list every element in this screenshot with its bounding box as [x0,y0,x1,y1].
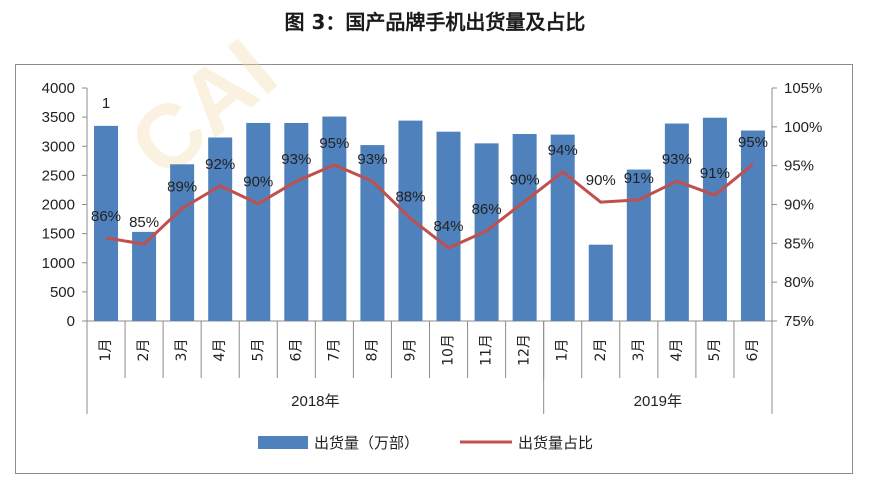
y-left-tick-label: 1000 [42,255,75,272]
bar [246,122,271,321]
legend-bar-label: 出货量（万部） [314,434,419,452]
x-category-label: 4月 [212,339,228,362]
bar [512,134,537,321]
y-left-tick-label: 3000 [42,138,75,155]
line-data-label: 86% [472,201,502,218]
line-data-label: 86% [91,208,121,225]
x-category-label: 3月 [631,339,647,362]
line-data-label: 91% [624,170,654,187]
y-right-tick-label: 95% [784,158,814,175]
x-category-label: 2月 [593,339,609,362]
x-category-label: 5月 [707,339,723,362]
x-category-label: 6月 [745,339,761,362]
bar [588,244,613,321]
y-left-tick-label: 1500 [42,226,75,243]
x-category-label: 7月 [326,339,342,362]
line-data-label: 93% [281,151,311,168]
x-category-label: 9月 [402,339,418,362]
chart-title: 图 3：国产品牌手机出货量及占比 [284,10,586,34]
x-category-label: 1月 [98,339,114,362]
x-category-label: 6月 [288,339,304,362]
x-category-label: 8月 [364,339,380,362]
bar [398,120,423,322]
x-group-label: 2019年 [634,393,682,410]
bar [360,145,385,321]
bar [436,131,461,321]
bar [740,130,765,321]
line-data-label: 91% [700,165,730,182]
x-category-label: 5月 [250,339,266,362]
line-data-label: 90% [586,172,616,189]
bar [94,125,119,321]
x-category-label: 10月 [441,334,457,366]
bar [132,231,157,321]
line-data-label: 89% [167,178,197,195]
bar [626,169,651,321]
bar [664,123,689,321]
y-left-tick-label: 4000 [42,80,75,97]
bar [702,117,727,322]
line-data-label: 92% [205,156,235,173]
chart-frame [15,64,853,474]
line-data-label: 95% [319,135,349,152]
legend-bar-swatch [258,436,308,449]
x-category-label: 2月 [136,339,152,362]
bar [284,122,309,321]
y-right-tick-label: 85% [784,235,814,252]
line-data-label: 95% [738,134,768,151]
x-group-label: 2018年 [291,393,339,410]
line-data-label: 90% [243,174,273,191]
bar [322,116,347,321]
y-left-tick-label: 3500 [42,109,75,126]
share-line [105,162,754,250]
line-data-label: 88% [395,188,425,205]
y-right-tick-label: 75% [784,313,814,330]
y-right-tick-label: 100% [784,119,822,136]
bar-data-label: 1 [102,95,110,112]
x-category-label: 4月 [669,339,685,362]
y-right-tick-label: 80% [784,274,814,291]
y-left-tick-label: 0 [67,313,75,330]
line-data-label: 93% [357,151,387,168]
x-category-label: 3月 [174,339,190,362]
x-category-label: 11月 [479,334,495,366]
y-right-tick-label: 90% [784,197,814,214]
y-left-tick-label: 2500 [42,167,75,184]
line-data-label: 85% [129,214,159,231]
bar [550,134,575,321]
x-category-label: 12月 [517,334,533,366]
line-data-label: 93% [662,151,692,168]
legend-line-label: 出货量占比 [518,434,593,452]
line-data-label: 94% [548,142,578,159]
y-right-tick-label: 105% [784,80,822,97]
line-data-label: 84% [434,218,464,235]
x-category-label: 1月 [555,339,571,362]
y-left-tick-label: 2000 [42,197,75,214]
y-left-tick-label: 500 [50,284,75,301]
bar [208,137,233,321]
bar [170,164,195,321]
line-data-label: 90% [510,171,540,188]
